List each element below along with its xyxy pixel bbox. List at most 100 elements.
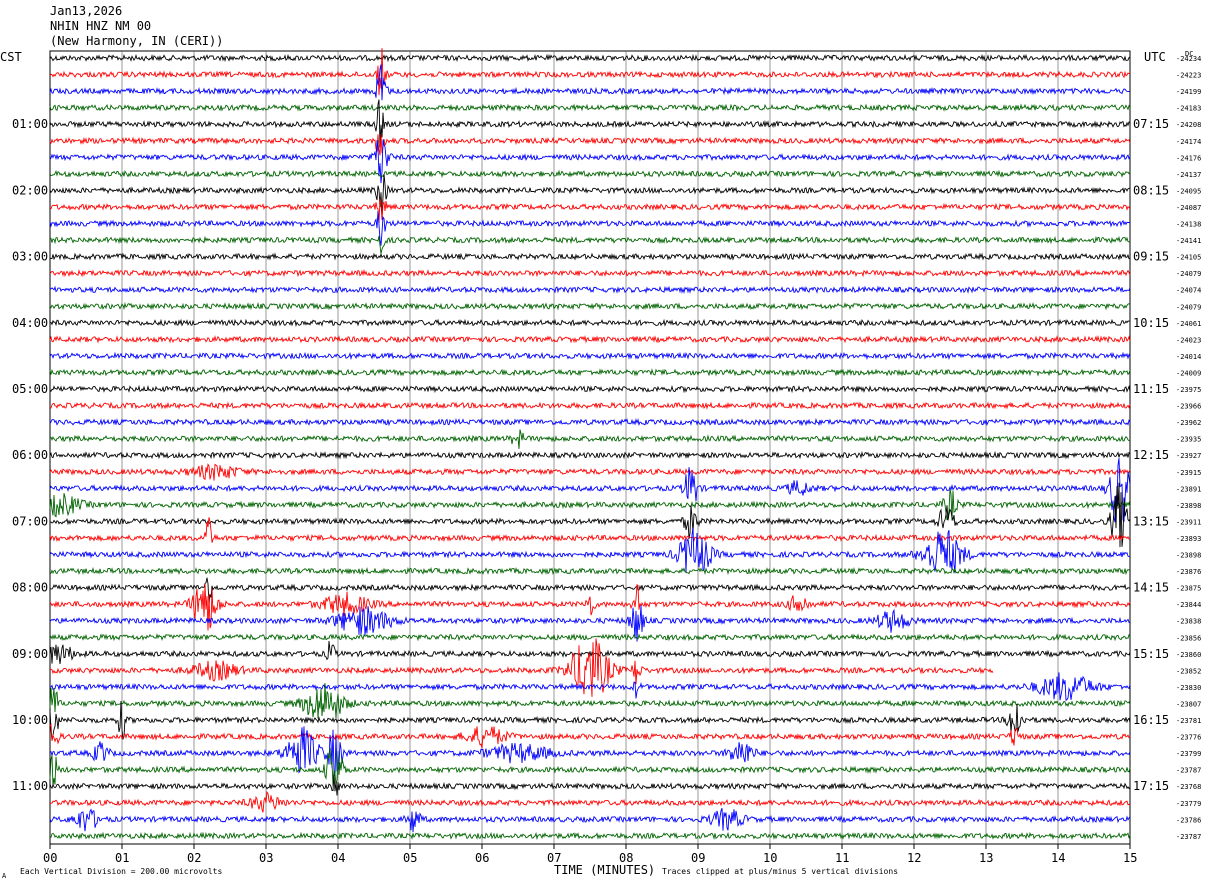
dc-offset-label: -23927 bbox=[1176, 452, 1201, 460]
trace-row-18 bbox=[49, 351, 1131, 361]
x-tick-label: 11 bbox=[835, 851, 849, 865]
left-hour-label: 10:00 bbox=[12, 713, 48, 727]
left-hour-label: 07:00 bbox=[12, 514, 48, 528]
dc-offset-label: -24176 bbox=[1176, 154, 1201, 162]
trace-row-3 bbox=[49, 103, 1131, 112]
left-hour-label: 08:00 bbox=[12, 581, 48, 595]
trace-row-15 bbox=[49, 302, 1131, 311]
trace-row-33 bbox=[49, 583, 1131, 631]
trace-row-46 bbox=[49, 807, 1131, 833]
right-hour-label: 08:15 bbox=[1133, 183, 1169, 197]
dc-offset-label: -24079 bbox=[1176, 270, 1201, 278]
trace-row-21 bbox=[49, 401, 1131, 410]
seismic-traces bbox=[49, 48, 1131, 841]
trace-row-16 bbox=[49, 318, 1131, 327]
trace-row-44 bbox=[49, 774, 1131, 796]
trace-row-0 bbox=[49, 53, 1131, 63]
dc-offset-label: -23898 bbox=[1176, 502, 1201, 510]
dc-offset-label: -24061 bbox=[1176, 320, 1201, 328]
trace-row-42 bbox=[49, 726, 1131, 776]
dc-offset-label: -24023 bbox=[1176, 336, 1201, 344]
trace-row-25 bbox=[49, 463, 1131, 481]
left-axis-label: CST bbox=[0, 50, 22, 64]
x-tick-label: 14 bbox=[1051, 851, 1065, 865]
right-hour-label: 13:15 bbox=[1133, 514, 1169, 528]
trace-row-2 bbox=[49, 64, 1131, 101]
dc-offset-label: -23787 bbox=[1176, 767, 1201, 775]
dc-offset-label: -24234 bbox=[1176, 55, 1201, 63]
x-tick-label: 13 bbox=[979, 851, 993, 865]
dc-offset-label: -24105 bbox=[1176, 254, 1201, 262]
dc-offset-label: -24223 bbox=[1176, 72, 1201, 80]
right-hour-label: 09:15 bbox=[1133, 250, 1169, 264]
trace-row-22 bbox=[49, 417, 1131, 427]
trace-row-13 bbox=[49, 268, 1131, 278]
trace-row-30 bbox=[49, 527, 1131, 573]
dc-offset-label: -24183 bbox=[1176, 105, 1201, 113]
right-hour-label: 16:15 bbox=[1133, 713, 1169, 727]
left-hour-labels: 01:00 02:00 03:00 04:00 05:00 06:00 07:00 08:00… bbox=[12, 117, 48, 793]
left-hour-label: 11:00 bbox=[12, 779, 48, 793]
dc-offset-label: -24174 bbox=[1176, 138, 1201, 146]
station-title: NHIN HNZ NM 00 bbox=[50, 19, 151, 33]
x-tick-label: 09 bbox=[691, 851, 705, 865]
x-tick-label: 12 bbox=[907, 851, 921, 865]
left-hour-label: 03:00 bbox=[12, 250, 48, 264]
trace-row-8 bbox=[49, 174, 1130, 217]
left-hour-label: 04:00 bbox=[12, 316, 48, 330]
x-tick-label: 06 bbox=[475, 851, 489, 865]
dc-offset-label: -24138 bbox=[1176, 221, 1201, 229]
left-hour-label: 06:00 bbox=[12, 448, 48, 462]
right-hour-label: 12:15 bbox=[1133, 448, 1169, 462]
trace-row-19 bbox=[49, 368, 1131, 377]
dc-offset-label: -23781 bbox=[1176, 717, 1201, 725]
dc-offset-label: -23779 bbox=[1176, 800, 1201, 808]
trace-row-11 bbox=[49, 235, 1131, 254]
x-axis-label: TIME (MINUTES) bbox=[554, 863, 655, 877]
right-hour-label: 10:15 bbox=[1133, 316, 1169, 330]
dc-offset-label: -23856 bbox=[1176, 634, 1201, 642]
dc-offset-label: -24137 bbox=[1176, 171, 1201, 179]
trace-row-17 bbox=[49, 335, 1131, 344]
trace-row-20 bbox=[49, 384, 1131, 394]
right-hour-label: 14:15 bbox=[1133, 581, 1169, 595]
dc-offset-label: -23962 bbox=[1176, 419, 1201, 427]
dc-offset-label: -23844 bbox=[1176, 601, 1201, 609]
trace-row-12 bbox=[49, 252, 1131, 261]
dc-offset-label: -24095 bbox=[1176, 187, 1201, 195]
trace-row-6 bbox=[49, 139, 1131, 184]
trace-row-23 bbox=[49, 429, 1131, 449]
left-hour-label: 09:00 bbox=[12, 647, 48, 661]
right-hour-labels: 07:15 08:15 09:15 10:15 11:15 12:15 13:15 14:15… bbox=[1133, 117, 1169, 793]
dc-offset-label: -23838 bbox=[1176, 618, 1201, 626]
trace-row-5 bbox=[49, 134, 1131, 156]
dc-offset-label: -23787 bbox=[1176, 833, 1201, 841]
right-hour-label: 17:15 bbox=[1133, 779, 1169, 793]
trace-row-26 bbox=[49, 458, 1131, 523]
right-hour-label: 07:15 bbox=[1133, 117, 1169, 131]
dc-offset-label: -23875 bbox=[1176, 585, 1201, 593]
x-tick-label: 05 bbox=[403, 851, 417, 865]
x-tick-label: 08 bbox=[619, 851, 633, 865]
trace-row-45 bbox=[49, 790, 1131, 813]
x-tick-label: 15 bbox=[1123, 851, 1137, 865]
left-hour-label: 02:00 bbox=[12, 183, 48, 197]
dc-offset-label: -24009 bbox=[1176, 369, 1201, 377]
dc-offset-label: -23830 bbox=[1176, 684, 1201, 692]
trace-row-14 bbox=[49, 285, 1131, 295]
trace-row-37 bbox=[49, 638, 994, 697]
left-hour-label: 05:00 bbox=[12, 382, 48, 396]
trace-row-38 bbox=[49, 672, 1131, 702]
minute-gridlines bbox=[121, 51, 1059, 844]
dc-offset-label: -23915 bbox=[1176, 469, 1201, 477]
clip-note: Traces clipped at plus/minus 5 vertical … bbox=[662, 867, 898, 876]
dc-offset-label: -23935 bbox=[1176, 436, 1201, 444]
location-title: (New Harmony, IN (CERI)) bbox=[50, 34, 223, 48]
x-tick-label: 00 bbox=[43, 851, 57, 865]
trace-row-7 bbox=[49, 169, 1131, 179]
dc-offset-label: -24087 bbox=[1176, 204, 1201, 212]
trace-row-47 bbox=[49, 831, 1131, 841]
dc-offset-label: -23876 bbox=[1176, 568, 1201, 576]
trace-row-28 bbox=[49, 482, 1131, 548]
